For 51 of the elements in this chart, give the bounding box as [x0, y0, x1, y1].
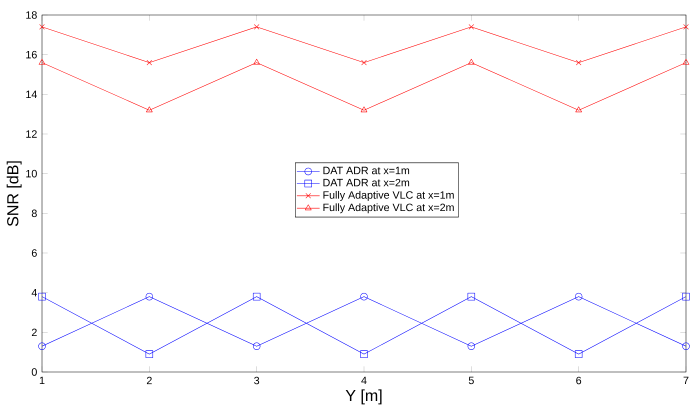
y-tick-label: 18 — [26, 11, 37, 19]
point — [39, 24, 45, 30]
y-tick-label: 4 — [32, 288, 37, 296]
point — [574, 292, 582, 300]
x-tick-label: 3 — [254, 376, 260, 384]
point — [468, 342, 476, 350]
point — [683, 24, 689, 30]
y-tick-label: 10 — [26, 170, 37, 178]
x-tick-label: 5 — [468, 376, 474, 384]
y-tick-label: 8 — [32, 210, 37, 218]
point — [146, 60, 152, 66]
point — [146, 106, 153, 112]
x-axis-title: Y [m] — [346, 389, 382, 404]
y-tick-label: 0 — [32, 368, 37, 376]
point — [468, 58, 475, 65]
point — [682, 292, 690, 300]
x-tick-label: 6 — [576, 376, 582, 384]
point — [682, 58, 690, 65]
point — [468, 292, 476, 300]
legend-label: DAT ADR at x=1m — [323, 166, 410, 174]
y-tick-label: 12 — [26, 130, 37, 138]
point — [146, 350, 154, 358]
point — [682, 342, 690, 350]
point — [361, 60, 367, 66]
y-tick-label: 16 — [26, 50, 37, 58]
point — [254, 24, 260, 30]
point — [38, 292, 46, 300]
y-tick-label: 14 — [26, 90, 37, 98]
legend-label: DAT ADR at x=2m — [323, 178, 410, 186]
point — [252, 292, 260, 300]
legend-label: Fully Adaptive VLC at x=1m — [323, 190, 454, 201]
x-tick-label: 7 — [684, 376, 688, 384]
x-tick-label: 4 — [361, 376, 367, 384]
y-tick-label: 2 — [32, 328, 37, 336]
x-tick-label: 1 — [40, 376, 44, 384]
point — [252, 342, 260, 350]
point — [576, 60, 582, 66]
y-axis-title: SNR [dB] — [6, 161, 22, 226]
point — [253, 58, 260, 65]
point — [38, 342, 46, 350]
point — [360, 350, 368, 358]
point — [468, 24, 474, 30]
point — [575, 106, 582, 112]
legend-label: Fully Adaptive VLC at x=2m — [323, 203, 454, 214]
point — [360, 292, 368, 300]
point — [146, 292, 154, 300]
point — [360, 106, 368, 112]
y-tick-label: 6 — [32, 249, 37, 257]
point — [38, 58, 46, 65]
x-tick-label: 2 — [146, 376, 152, 384]
point — [574, 350, 582, 358]
